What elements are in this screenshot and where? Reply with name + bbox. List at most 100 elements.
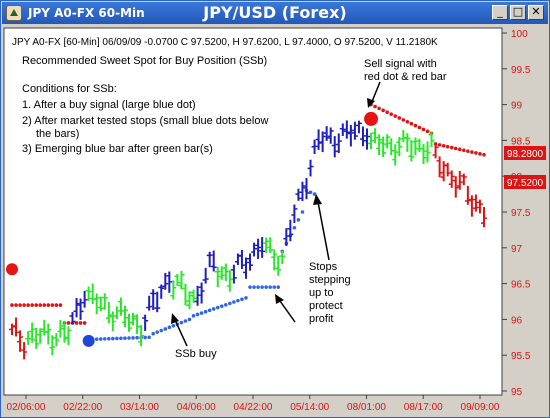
stop-dot-red <box>417 125 422 130</box>
maximize-button[interactable]: □ <box>510 5 526 20</box>
stop-dot-blue <box>119 336 123 341</box>
annotation-conditions-title: Conditions for SSb: <box>22 83 117 95</box>
stop-dot-red <box>397 116 402 120</box>
stop-dot-blue <box>159 328 164 333</box>
stop-dot-red <box>470 150 474 154</box>
stops-arrow-2-line <box>279 300 296 323</box>
stop-dot-red <box>441 143 446 148</box>
stop-dot-blue <box>300 210 305 214</box>
stop-dot-blue <box>296 218 301 222</box>
stop-dot-red <box>393 114 398 118</box>
x-tick-label: 04/22:00 <box>234 402 273 413</box>
stop-dot-blue <box>111 336 115 341</box>
close-button[interactable]: ✕ <box>528 5 544 20</box>
y-tick-label: 100 <box>511 29 528 40</box>
stop-dot-red <box>58 303 63 307</box>
ssb-arrow-head <box>171 313 179 324</box>
stop-dot-blue <box>312 192 317 196</box>
annotation-sell-line-1: Sell signal with <box>364 58 437 70</box>
stop-dot-blue <box>167 325 172 330</box>
price-bars <box>9 120 487 360</box>
stop-dot-red <box>466 149 470 153</box>
stop-dot-blue <box>179 320 184 325</box>
ssb-arrow-line <box>175 321 188 347</box>
stop-dot-red <box>445 144 450 149</box>
chart-app-icon[interactable] <box>6 5 22 21</box>
stops-arrow-1-head <box>313 194 322 205</box>
x-tick-label: 02/22:00 <box>63 402 102 413</box>
stop-dot-blue <box>268 285 272 289</box>
x-tick-label: 09/09:00 <box>461 402 500 413</box>
stop-dot-blue <box>248 285 252 289</box>
stop-dot-blue <box>183 319 188 323</box>
stop-dot-blue <box>127 336 131 340</box>
stop-dot-red <box>381 108 385 113</box>
stop-dot-blue <box>143 335 147 340</box>
y-tick-label: 96.5 <box>511 280 531 291</box>
y-tick-label: 95 <box>511 387 523 398</box>
x-tick-label: 05/14:00 <box>290 402 329 413</box>
stop-dot-blue <box>123 336 127 340</box>
minimize-button[interactable]: _ <box>492 5 508 20</box>
x-tick-label: 08/17:00 <box>404 402 443 413</box>
stop-dot-blue <box>232 300 236 304</box>
stop-dot-red <box>38 303 43 307</box>
stop-dot-blue <box>171 323 176 328</box>
stop-dot-blue <box>224 303 228 307</box>
stop-dot-blue <box>260 285 264 289</box>
stop-dot-red <box>34 303 39 307</box>
stop-dot-blue <box>98 337 103 341</box>
stop-dot-blue <box>94 337 99 341</box>
stop-dot-blue <box>199 311 204 315</box>
x-tick-label: 02/06:00 <box>7 402 46 413</box>
chart-title: JPY/USD (Forex) <box>203 3 347 22</box>
stops-arrow-2-head <box>275 294 284 304</box>
stop-dot-red <box>22 303 26 307</box>
chart-header-info: JPY A0-FX [60-Min] 06/09/09 -0.0700 C 97… <box>12 37 438 48</box>
stop-dot-blue <box>115 336 119 341</box>
stop-dot-red <box>474 151 478 155</box>
y-tick-label: 97 <box>511 244 523 255</box>
stop-dot-blue <box>256 285 260 289</box>
stop-dot-red <box>74 321 79 325</box>
stop-dot-red <box>453 146 458 151</box>
stop-dot-blue <box>272 285 277 289</box>
stop-dot-blue <box>219 304 224 308</box>
stop-dot-blue <box>236 298 240 303</box>
stop-dot-red <box>14 303 18 307</box>
y-tick-label: 98.5 <box>511 136 531 147</box>
stop-dot-blue <box>215 305 220 310</box>
stop-dot-red <box>437 143 442 147</box>
stop-dot-blue <box>203 309 208 314</box>
title-bar[interactable]: JPY A0-FX 60-Min JPY/USD (Forex) _ □ ✕ <box>2 2 548 24</box>
stop-dot-red <box>373 104 377 109</box>
stop-dot-blue <box>211 307 216 311</box>
stop-dot-red <box>18 303 22 307</box>
annotation-stops-line-3: up to <box>309 287 333 299</box>
stop-dot-blue <box>292 225 297 230</box>
stop-dot-blue <box>308 190 313 195</box>
annotation-condition-1: 1. After a buy signal (large blue dot) <box>22 99 196 111</box>
stop-dot-red <box>425 129 430 134</box>
stop-dot-blue <box>264 285 268 289</box>
stop-dot-blue <box>187 317 192 322</box>
y-tick-label: 99.5 <box>511 65 531 76</box>
plot-area[interactable] <box>3 27 503 396</box>
annotation-stops-line-1: Stops <box>309 261 338 273</box>
stop-dot-blue <box>276 285 281 289</box>
stop-dot-blue <box>191 314 196 318</box>
stop-dot-blue <box>252 285 256 289</box>
stop-dot-red <box>401 118 406 122</box>
buy-signal-dot <box>82 334 95 347</box>
stop-dot-blue <box>147 335 151 340</box>
stop-dot-red <box>482 152 486 157</box>
stop-dot-red <box>413 123 418 128</box>
x-tick-label: 04/06:00 <box>177 402 216 413</box>
stop-dot-red <box>457 147 462 152</box>
y-tick-label: 99 <box>511 101 523 112</box>
stop-dot-blue <box>240 297 244 302</box>
stop-dot-red <box>42 303 47 307</box>
stop-dot-red <box>66 321 71 325</box>
